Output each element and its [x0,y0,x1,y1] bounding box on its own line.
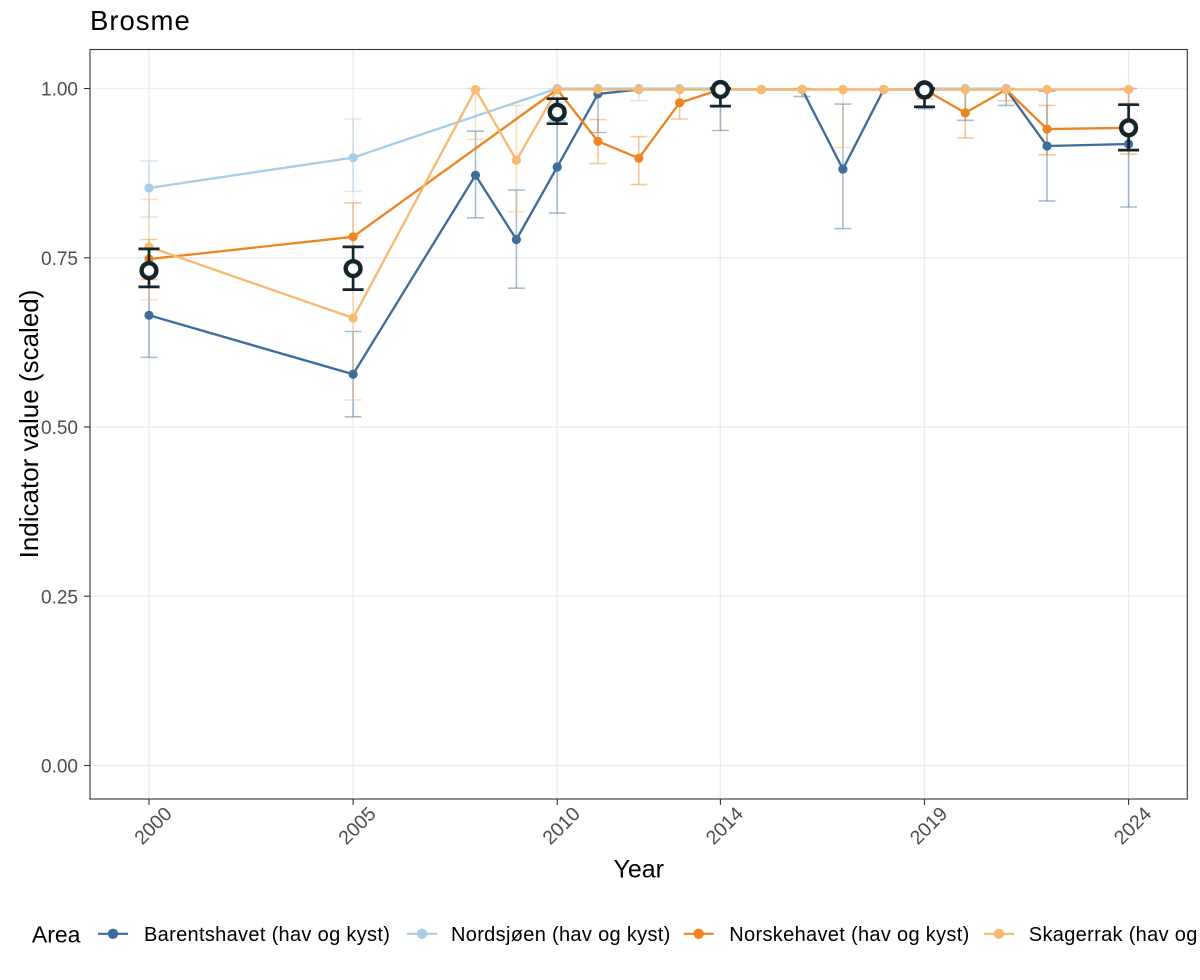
svg-text:Skagerrak (hav og kyst): Skagerrak (hav og kyst) [1029,924,1200,946]
svg-text:0.75: 0.75 [41,249,78,270]
svg-text:Nordsjøen (hav og kyst): Nordsjøen (hav og kyst) [451,924,671,946]
svg-text:Year: Year [613,856,664,884]
svg-text:Norskehavet (hav og kyst): Norskehavet (hav og kyst) [729,924,969,946]
svg-text:0.50: 0.50 [41,418,78,439]
svg-text:0.00: 0.00 [41,757,78,778]
svg-text:Indicator value (scaled): Indicator value (scaled) [14,290,44,559]
svg-text:Barentshavet (hav og kyst): Barentshavet (hav og kyst) [144,924,390,946]
svg-text:0.25: 0.25 [41,588,78,609]
svg-text:1.00: 1.00 [41,80,78,101]
svg-text:Brosme: Brosme [90,5,191,36]
svg-text:Area: Area [32,921,81,947]
